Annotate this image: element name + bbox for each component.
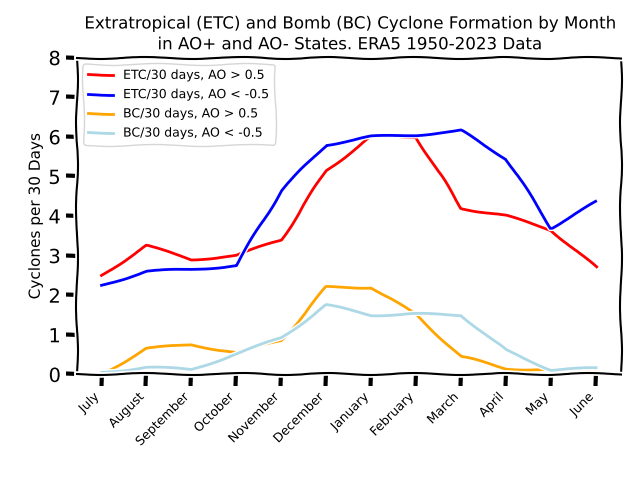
BC/30 days, AO > 0.5 xyxy=(188,342,195,348)
Y-axis label: Cyclones per 30 Days: Cyclones per 30 Days xyxy=(28,132,43,300)
ETC/30 days, AO < -0.5 xyxy=(367,134,375,140)
BC/30 days, AO < -0.5 xyxy=(98,370,106,375)
BC/30 days, AO > 0.5 xyxy=(412,312,420,318)
ETC/30 days, AO < -0.5 xyxy=(592,199,600,205)
ETC/30 days, AO > 0.5 xyxy=(367,134,375,140)
ETC/30 days, AO > 0.5 xyxy=(232,252,240,258)
ETC/30 days, AO > 0.5 xyxy=(592,264,600,270)
BC/30 days, AO > 0.5 xyxy=(98,372,106,377)
BC/30 days, AO > 0.5 xyxy=(278,338,285,344)
ETC/30 days, AO > 0.5 xyxy=(188,257,195,263)
Line: BC/30 days, AO < -0.5: BC/30 days, AO < -0.5 xyxy=(102,305,596,372)
BC/30 days, AO < -0.5 xyxy=(592,366,600,372)
ETC/30 days, AO < -0.5 xyxy=(458,128,465,134)
ETC/30 days, AO > 0.5 xyxy=(323,168,330,173)
BC/30 days, AO < -0.5 xyxy=(323,302,330,308)
ETC/30 days, AO > 0.5 xyxy=(143,243,150,249)
BC/30 days, AO > 0.5 xyxy=(143,346,150,351)
ETC/30 days, AO < -0.5 xyxy=(188,266,195,272)
BC/30 days, AO < -0.5 xyxy=(502,348,510,353)
BC/30 days, AO < -0.5 xyxy=(367,312,375,318)
Line: ETC/30 days, AO < -0.5: ETC/30 days, AO < -0.5 xyxy=(102,131,596,285)
BC/30 days, AO < -0.5 xyxy=(458,312,465,318)
ETC/30 days, AO < -0.5 xyxy=(232,263,240,268)
ETC/30 days, AO > 0.5 xyxy=(458,205,465,211)
BC/30 days, AO < -0.5 xyxy=(232,351,240,357)
BC/30 days, AO > 0.5 xyxy=(458,354,465,360)
BC/30 days, AO > 0.5 xyxy=(232,350,240,356)
BC/30 days, AO < -0.5 xyxy=(412,312,420,317)
BC/30 days, AO > 0.5 xyxy=(502,366,510,372)
ETC/30 days, AO > 0.5 xyxy=(278,237,285,243)
BC/30 days, AO > 0.5 xyxy=(547,368,555,373)
ETC/30 days, AO < -0.5 xyxy=(98,282,106,288)
BC/30 days, AO < -0.5 xyxy=(278,335,285,341)
BC/30 days, AO > 0.5 xyxy=(323,284,330,290)
ETC/30 days, AO < -0.5 xyxy=(412,132,420,138)
Title: Extratropical (ETC) and Bomb (BC) Cyclone Formation by Month
in AO+ and AO- Stat: Extratropical (ETC) and Bomb (BC) Cyclon… xyxy=(84,14,613,53)
Line: ETC/30 days, AO > 0.5: ETC/30 days, AO > 0.5 xyxy=(102,137,596,276)
ETC/30 days, AO < -0.5 xyxy=(323,142,330,148)
BC/30 days, AO > 0.5 xyxy=(592,366,600,372)
ETC/30 days, AO > 0.5 xyxy=(502,213,510,219)
ETC/30 days, AO < -0.5 xyxy=(143,269,150,275)
ETC/30 days, AO < -0.5 xyxy=(547,225,555,231)
BC/30 days, AO < -0.5 xyxy=(143,364,150,370)
ETC/30 days, AO < -0.5 xyxy=(278,187,285,193)
BC/30 days, AO < -0.5 xyxy=(547,367,555,372)
Legend: ETC/30 days, AO > 0.5, ETC/30 days, AO < -0.5, BC/30 days, AO > 0.5, BC/30 days,: ETC/30 days, AO > 0.5, ETC/30 days, AO <… xyxy=(83,64,275,144)
ETC/30 days, AO > 0.5 xyxy=(98,273,106,278)
ETC/30 days, AO > 0.5 xyxy=(547,227,555,233)
ETC/30 days, AO < -0.5 xyxy=(502,156,510,161)
BC/30 days, AO > 0.5 xyxy=(367,284,375,290)
Line: BC/30 days, AO > 0.5: BC/30 days, AO > 0.5 xyxy=(102,287,596,374)
ETC/30 days, AO > 0.5 xyxy=(412,134,420,140)
BC/30 days, AO < -0.5 xyxy=(188,367,195,372)
